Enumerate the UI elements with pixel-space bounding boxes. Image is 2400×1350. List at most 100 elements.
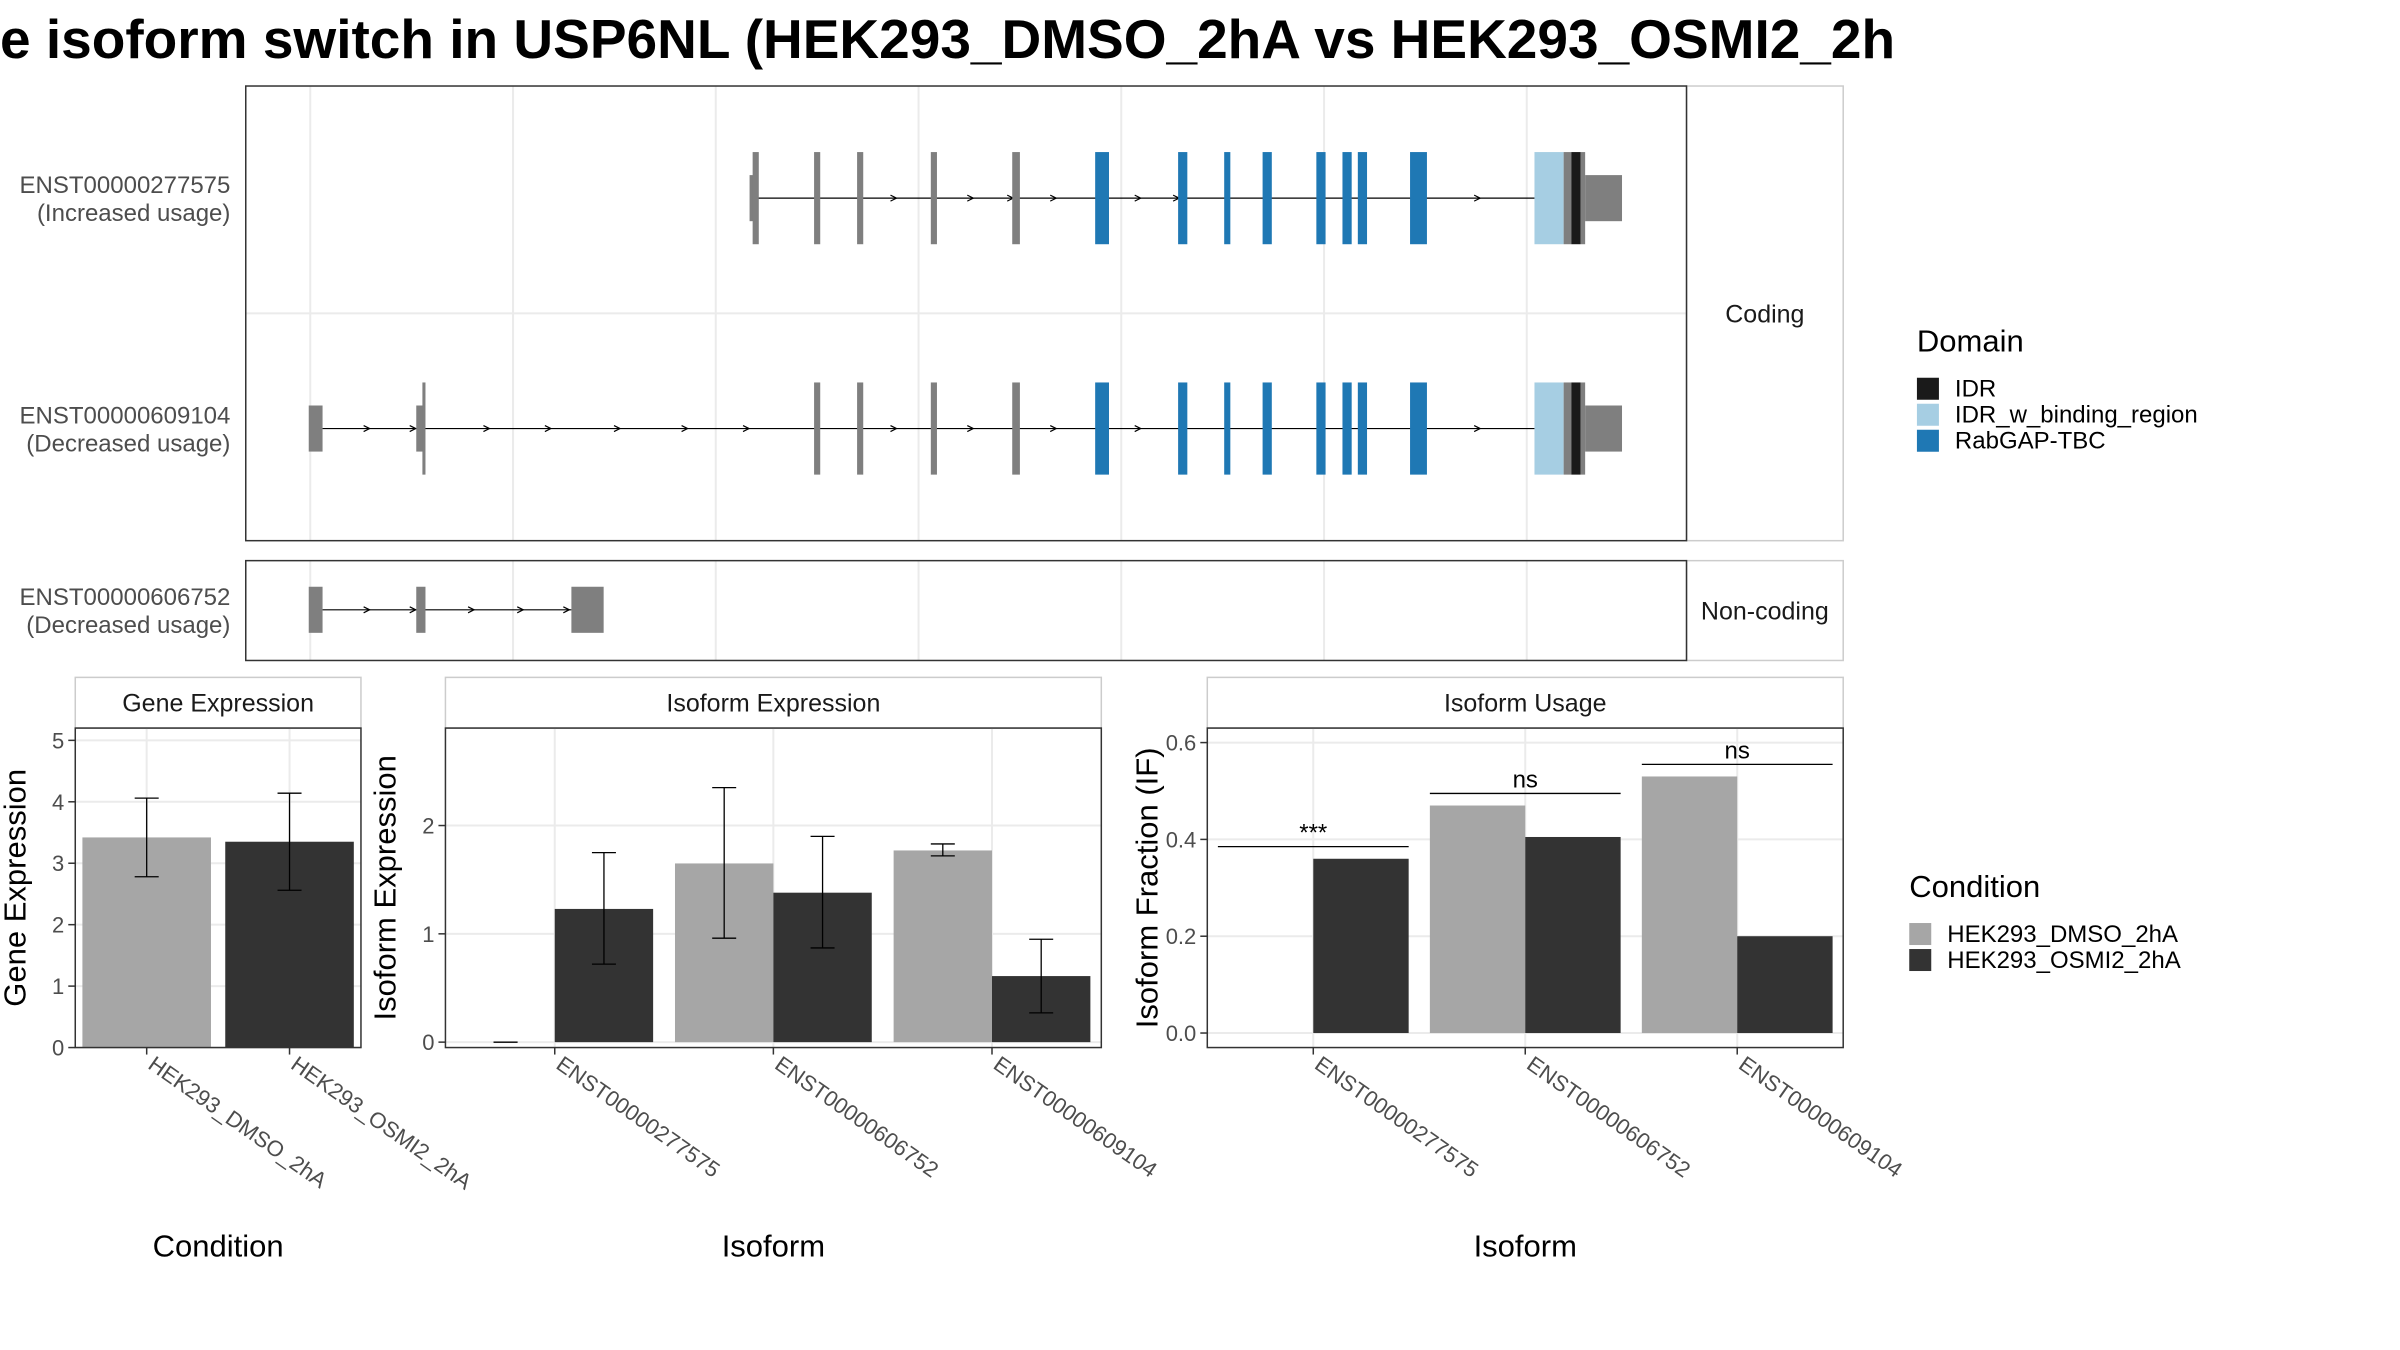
intron-arrow [1134, 194, 1143, 202]
intron-arrow [483, 425, 491, 433]
transcript-id-label: ENST00000609104 [20, 403, 231, 430]
transcript-id-label: ENST00000277575 [20, 172, 231, 199]
facet-border [245, 85, 1688, 542]
exon [752, 152, 759, 245]
transcript-ENST00000606752: ENST00000606752(Decreased usage) [20, 584, 604, 639]
intron-arrow [563, 606, 571, 614]
intron-arrow [1134, 425, 1143, 433]
x-tick-label: ENST00000277575 [1310, 1051, 1483, 1182]
exon [571, 586, 604, 633]
facet-strip [1685, 559, 1844, 662]
exon [930, 152, 937, 245]
panel-title: Isoform Expression [666, 690, 880, 718]
intron-arrow [1473, 194, 1482, 202]
exon [1580, 152, 1586, 245]
panel-border [74, 727, 362, 1049]
exon [857, 152, 864, 245]
transcript-ENST00000277575: ENST00000277575(Increased usage) [20, 152, 1623, 245]
domain-segment-IDR_w_binding_region [1534, 382, 1564, 475]
domain-segment-IDR_w_binding_region [1534, 152, 1564, 245]
intron-arrow [467, 606, 476, 614]
intron-arrow [516, 606, 525, 614]
legend-label: IDR_w_binding_region [1955, 402, 2198, 429]
domain-segment-IDR [1571, 382, 1581, 475]
y-tick-label: 0 [52, 1036, 64, 1061]
legend-label: RabGAP-TBC [1955, 428, 2106, 455]
intron-arrow [409, 425, 418, 433]
y-tick-label: 0.2 [1166, 924, 1197, 949]
bar [1313, 858, 1409, 1034]
transcript-usage-label: (Decreased usage) [26, 612, 230, 639]
transcript-usage-label: (Increased usage) [37, 200, 230, 227]
intron-arrow [890, 194, 898, 202]
intron-arrow [967, 425, 975, 433]
significance-label: ns [1513, 766, 1538, 793]
exon [1563, 382, 1572, 475]
domain-segment-RabGAP-TBC [1262, 382, 1272, 475]
y-axis-title: Gene Expression [0, 769, 32, 1007]
domain-segment-RabGAP-TBC [1316, 382, 1326, 475]
domain-segment-RabGAP-TBC [1410, 152, 1427, 245]
legend-swatch [1916, 403, 1939, 426]
significance-label: *** [1299, 820, 1327, 847]
y-tick-label: 1 [52, 974, 64, 999]
bar [1641, 776, 1738, 1034]
domain-segment-RabGAP-TBC [1095, 152, 1109, 245]
intron-arrow [681, 425, 689, 433]
facet-border [245, 559, 1688, 662]
exon [1585, 405, 1623, 452]
transcript-structure-panel: Coding Non-coding ENST00000277575(Increase… [20, 85, 1844, 662]
exon [857, 382, 864, 475]
bar [1525, 836, 1621, 1034]
exon [416, 586, 426, 633]
y-axis-title: Isoform Fraction (IF) [1129, 747, 1164, 1028]
x-tick-label: ENST00000277575 [552, 1051, 725, 1182]
legend-title: Condition [1909, 869, 2040, 904]
x-axis-title: Condition [153, 1228, 284, 1263]
intron-arrow [363, 425, 371, 433]
panel-title: Gene Expression [122, 690, 314, 718]
domain-segment-RabGAP-TBC [1316, 152, 1326, 245]
exon [422, 382, 426, 475]
legend-swatch [1909, 923, 1932, 946]
facet-strip-label: Coding [1725, 300, 1804, 328]
domain-segment-RabGAP-TBC [1224, 152, 1231, 245]
intron-arrow [544, 425, 553, 433]
intron-arrow [967, 194, 975, 202]
expression-bar-panels: Gene Expression012345HEK293_DMSO_2hAHEK2… [0, 676, 1907, 1263]
intron-arrow [613, 425, 622, 433]
domain-segment-RabGAP-TBC [1262, 152, 1272, 245]
intron-arrow [742, 425, 751, 433]
x-tick-label: ENST00000606752 [771, 1051, 944, 1182]
y-tick-label: 2 [52, 913, 64, 938]
domain-segment-RabGAP-TBC [1357, 382, 1368, 475]
y-tick-label: 3 [52, 851, 64, 876]
legend-label: HEK293_DMSO_2hA [1947, 921, 2178, 948]
domain-segment-RabGAP-TBC [1178, 152, 1188, 245]
domain-segment-RabGAP-TBC [1410, 382, 1427, 475]
y-tick-label: 2 [422, 814, 434, 839]
y-tick-label: 5 [52, 728, 64, 753]
bar [893, 850, 992, 1043]
domain-segment-IDR [1571, 152, 1581, 245]
intron-arrow [1049, 194, 1058, 202]
transcript-usage-label: (Decreased usage) [26, 431, 230, 458]
exon [1585, 175, 1623, 222]
bar-panel-isoform-usage: Isoform Usage *** ns ns 0.0 0.2 0.4 0.6 ENST0000… [1129, 676, 1907, 1263]
y-tick-label: 4 [52, 790, 64, 815]
intron-arrow [890, 425, 898, 433]
exon [930, 382, 937, 475]
y-tick-label: 0.0 [1166, 1021, 1197, 1046]
figure-title: e isoform switch in USP6NL (HEK293_DMSO_… [0, 8, 1895, 70]
bar [1737, 936, 1833, 1034]
exon [1012, 152, 1020, 245]
domain-segment-RabGAP-TBC [1224, 382, 1231, 475]
x-tick-label: ENST00000609104 [1734, 1051, 1907, 1182]
legend-swatch [1916, 429, 1939, 452]
domain-segment-RabGAP-TBC [1342, 152, 1352, 245]
intron-arrow [1473, 425, 1482, 433]
x-axis-title: Isoform [722, 1228, 825, 1263]
legend-label: IDR [1955, 376, 1996, 403]
